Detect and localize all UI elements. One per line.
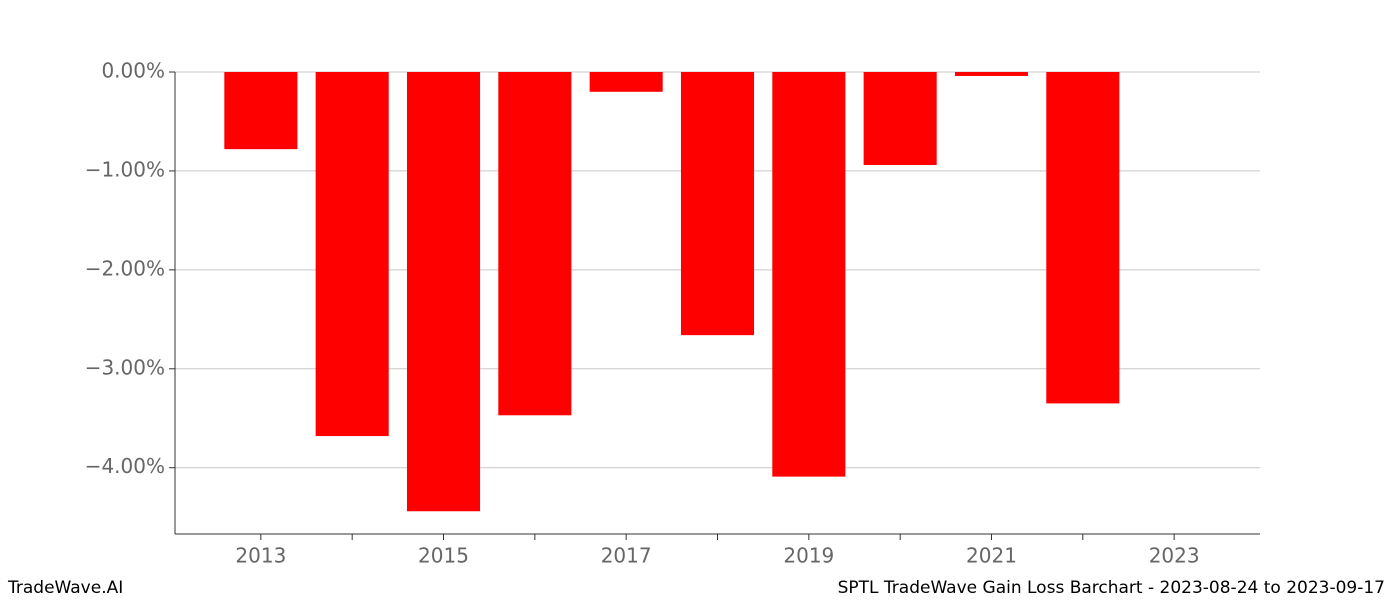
bar bbox=[772, 72, 846, 477]
y-tick-label: 0.00% bbox=[101, 59, 165, 83]
x-tick-label: 2023 bbox=[1149, 544, 1200, 568]
x-tick-label: 2013 bbox=[235, 544, 286, 568]
bar bbox=[315, 72, 389, 437]
x-tick-label: 2021 bbox=[966, 544, 1017, 568]
x-tick-label: 2015 bbox=[418, 544, 469, 568]
bar bbox=[863, 72, 937, 165]
y-tick-label: −3.00% bbox=[85, 355, 165, 379]
bar bbox=[954, 72, 1029, 76]
x-tick-label: 2019 bbox=[783, 544, 834, 568]
bar bbox=[680, 72, 755, 336]
bar bbox=[589, 72, 663, 92]
bar bbox=[1046, 72, 1120, 404]
y-tick-label: −2.00% bbox=[85, 256, 165, 280]
chart-title: SPTL TradeWave Gain Loss Barchart - 2023… bbox=[838, 578, 1385, 598]
y-tick-label: −4.00% bbox=[85, 454, 165, 478]
bar bbox=[498, 72, 572, 416]
bar bbox=[406, 72, 481, 512]
bar bbox=[224, 72, 298, 150]
brand: TradeWave.AI bbox=[7, 578, 123, 598]
y-tick-label: −1.00% bbox=[85, 157, 165, 181]
x-tick-label: 2017 bbox=[601, 544, 652, 568]
